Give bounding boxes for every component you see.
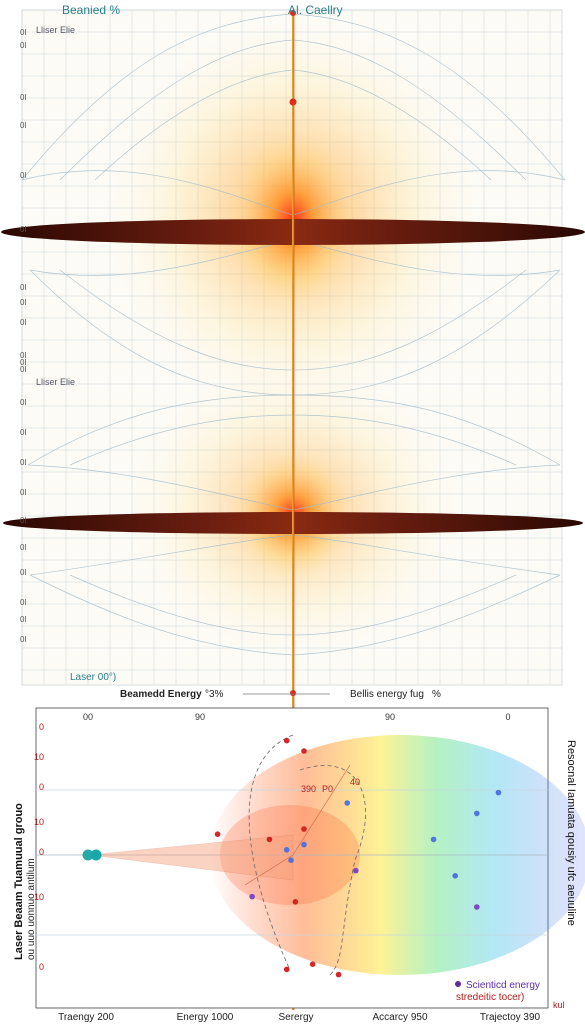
top-tick-label: 0l	[20, 568, 26, 577]
beam-marker-upper	[289, 98, 297, 106]
scatter-point	[474, 810, 480, 817]
top-tick-label: 0l	[20, 171, 26, 180]
left-axis-label: Laser Beaam Tuamuual grouo	[13, 803, 25, 960]
top-tick-label: 0l	[20, 458, 26, 467]
legend-sub: stredeitic tocer)	[456, 992, 524, 1003]
top-tick-label: 0l	[20, 351, 26, 360]
legend-row: Beamedd Energy °3% Bellis energy fug %	[120, 689, 441, 700]
left-y-tick: 0	[39, 847, 44, 857]
scatter-point	[90, 849, 102, 861]
top-tick-label: 0l	[20, 598, 26, 607]
scatter-point	[283, 737, 290, 744]
bottom-x-ticks: Traengy 200 Energy 1000 Serergy Accarcy 950…	[58, 1012, 540, 1023]
scatter-point	[214, 831, 221, 837]
legend-right-label: Bellis energy fug	[350, 689, 424, 700]
top-left-ticks: 0l0l0l0l0l0l0l0l0l0l0l0l0l0l0l0l0l0l0l0l…	[20, 28, 26, 644]
top-tick-label: 0l	[20, 543, 26, 552]
bottom-top-ticks: 00 90 90 0	[83, 712, 511, 722]
top-tick-label: 0l	[20, 28, 26, 37]
legend-title: Scienticd energy	[466, 980, 540, 991]
top-tick-label: 0l	[20, 298, 26, 307]
ray-1	[292, 764, 351, 856]
scatter-point	[344, 800, 351, 806]
scatter-point	[430, 836, 437, 843]
mesh-panel-1	[21, 13, 566, 396]
top-x-tick: 00	[83, 712, 93, 722]
top-tick-label: 0l	[20, 318, 26, 327]
legend-left-value: °3%	[205, 689, 224, 700]
scatter-point	[292, 899, 299, 905]
scatter-point	[283, 847, 290, 853]
scatter-point	[474, 904, 480, 910]
top-tick-label: 0l	[20, 358, 26, 367]
bottom-x-tick: Energy 1000	[177, 1012, 234, 1023]
top-tick-label: 0l	[20, 41, 26, 50]
scatter-point	[301, 841, 307, 848]
left-y-tick: 10	[34, 817, 44, 827]
top-x-tick: 90	[195, 712, 205, 722]
top-x-tick: 90	[385, 712, 395, 722]
top-tick-label: 0l	[20, 428, 26, 437]
top-tick-label: 0l	[20, 283, 26, 292]
legend-left-label: Beamedd Energy	[120, 689, 202, 700]
scatter-point	[335, 971, 342, 978]
mesh-panel-2	[27, 394, 561, 656]
bottom-left-ticks: 0 10 0 10 0 10 0	[34, 722, 44, 972]
bottom-x-tick: Trajectoy 390	[480, 1012, 541, 1023]
scatter-point	[309, 961, 316, 967]
beam-marker-lower	[290, 690, 296, 696]
bottom-panel: 390 P0 40 00 90 90 0 0 10 0 10 0 10 0 Traengy 200…	[13, 707, 585, 1023]
laser-label: Laser 00°)	[70, 672, 116, 683]
bottom-x-tick: Traengy 200	[58, 1012, 114, 1023]
legend-dot	[455, 981, 461, 987]
top-x-tick: 0	[505, 712, 510, 722]
scatter-point	[301, 748, 307, 754]
annotation-top: 40	[350, 777, 360, 787]
right-axis-label: Resocnal Iamuata qousiy ufc aeuuline	[565, 740, 577, 926]
scatter-point	[249, 893, 255, 900]
left-y-tick: 0	[39, 722, 44, 732]
left-axis-label-2: ou uuo uonnuo antilum	[26, 858, 37, 960]
top-panel: Beanied % Al. Caellry Lliser Elie Lliser…	[1, 3, 585, 1010]
top-tick-label: 0l	[20, 615, 26, 624]
annotation-secondary: P0	[322, 784, 333, 794]
title-left: Beanied %	[62, 3, 120, 17]
top-tick-label: 0l	[20, 635, 26, 644]
scatter-point	[301, 826, 307, 832]
left-y-tick: 10	[34, 892, 44, 902]
scatter-point	[353, 867, 359, 874]
legend-right-value: %	[432, 689, 441, 700]
left-y-tick: 10	[34, 752, 44, 762]
annotation-main: 390	[301, 784, 316, 794]
top-tick-label: 0l	[20, 516, 26, 525]
dashed-arc-left	[248, 734, 294, 971]
scatter-point	[283, 966, 290, 973]
scatter-layer	[82, 737, 502, 978]
beam-marker-top	[290, 10, 296, 16]
top-tick-label: 0l	[20, 398, 26, 407]
left-y-tick: 0	[39, 782, 44, 792]
scatter-point	[82, 849, 94, 861]
left-y-tick: 0	[39, 962, 44, 972]
top-tick-label: 0l	[20, 93, 26, 102]
bottom-x-tick: Accarcy 950	[372, 1012, 427, 1023]
panel-2-label: Lliser Elie	[36, 377, 75, 387]
panel-1-label: Lliser Elie	[36, 25, 75, 35]
top-tick-label: 0l	[20, 365, 26, 374]
top-tick-label: 0l	[20, 225, 26, 234]
right-tick: kul	[553, 1000, 565, 1010]
title-right: Al. Caellry	[288, 3, 343, 17]
scatter-point	[266, 836, 273, 843]
scatter-point	[452, 873, 459, 879]
scatter-point	[495, 789, 502, 796]
fan-wedge	[89, 834, 294, 881]
scatter-point	[288, 857, 294, 863]
dashed-arc-right	[299, 765, 366, 976]
ray-2	[244, 854, 294, 886]
top-tick-label: 0l	[20, 488, 26, 497]
bottom-x-tick: Serergy	[278, 1012, 313, 1023]
top-tick-label: 0l	[20, 121, 26, 130]
